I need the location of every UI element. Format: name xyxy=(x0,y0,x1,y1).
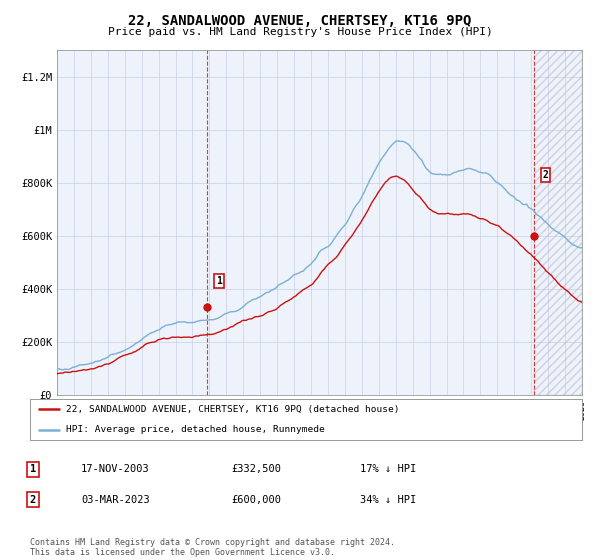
Text: HPI: Average price, detached house, Runnymede: HPI: Average price, detached house, Runn… xyxy=(66,425,325,434)
Text: 22, SANDALWOOD AVENUE, CHERTSEY, KT16 9PQ (detached house): 22, SANDALWOOD AVENUE, CHERTSEY, KT16 9P… xyxy=(66,405,400,414)
Text: Contains HM Land Registry data © Crown copyright and database right 2024.
This d: Contains HM Land Registry data © Crown c… xyxy=(30,538,395,557)
Text: 22, SANDALWOOD AVENUE, CHERTSEY, KT16 9PQ: 22, SANDALWOOD AVENUE, CHERTSEY, KT16 9P… xyxy=(128,14,472,28)
Text: 17-NOV-2003: 17-NOV-2003 xyxy=(81,464,150,474)
Text: 34% ↓ HPI: 34% ↓ HPI xyxy=(360,494,416,505)
Text: 1: 1 xyxy=(30,464,36,474)
Text: Price paid vs. HM Land Registry's House Price Index (HPI): Price paid vs. HM Land Registry's House … xyxy=(107,27,493,37)
Text: £600,000: £600,000 xyxy=(231,494,281,505)
Text: 1: 1 xyxy=(216,276,222,286)
Text: 03-MAR-2023: 03-MAR-2023 xyxy=(81,494,150,505)
Text: 17% ↓ HPI: 17% ↓ HPI xyxy=(360,464,416,474)
Text: £332,500: £332,500 xyxy=(231,464,281,474)
Text: 2: 2 xyxy=(30,494,36,505)
Text: 2: 2 xyxy=(542,170,548,180)
